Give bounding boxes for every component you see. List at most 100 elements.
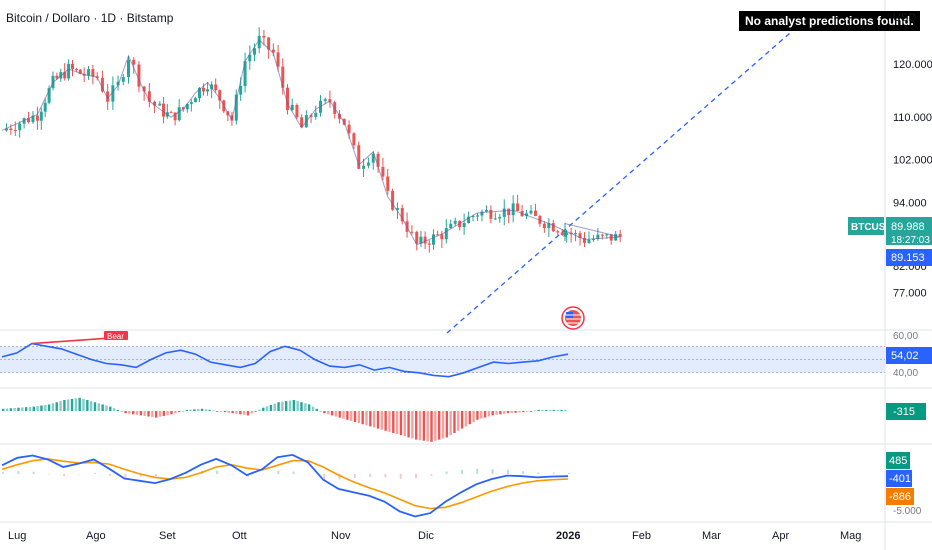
candle-body — [362, 165, 366, 169]
candle-body — [347, 124, 351, 134]
macd-hist-bar — [231, 473, 234, 475]
candle-body — [243, 61, 247, 86]
rsi-tag-bg — [886, 347, 932, 364]
histogram-bar — [219, 411, 223, 412]
histogram-bar — [216, 411, 219, 412]
macd-hist-bar — [506, 469, 509, 474]
histogram-bar — [499, 411, 502, 415]
bear-label-text: Bear — [107, 332, 124, 341]
histogram-bar — [319, 411, 322, 412]
price-tick-label: 102.000 — [893, 155, 932, 167]
histogram-bar — [200, 408, 204, 411]
histogram-bar — [63, 400, 66, 411]
candle-body — [127, 59, 130, 78]
histogram-bar — [139, 411, 143, 416]
macd-hist-bar — [170, 473, 173, 475]
macd-hist-bar — [277, 470, 280, 474]
time-tick-Set: Set — [159, 530, 176, 542]
macd-hist-bar — [323, 473, 326, 479]
histogram-bar — [59, 401, 62, 411]
chart-axes: 120.000110.000102.00094.00082.00077.0006… — [8, 59, 932, 542]
time-tick-Lug: Lug — [8, 530, 26, 542]
histogram-bar — [93, 402, 97, 411]
candle-body — [415, 231, 419, 244]
histogram-bar — [506, 411, 510, 414]
hist-tag-bg — [886, 403, 926, 420]
histogram-bar — [338, 411, 341, 418]
candle-body — [427, 243, 431, 245]
histogram-bar — [44, 404, 47, 411]
histogram-bar — [407, 411, 410, 438]
momentum-histogram-pane — [2, 397, 567, 442]
candle-body — [462, 223, 466, 228]
time-tick-2026: 2026 — [556, 530, 580, 542]
candle-body — [87, 69, 91, 76]
candle-body — [185, 103, 189, 110]
price-series-line — [1, 39, 621, 246]
histogram-bar — [357, 411, 361, 424]
histogram-bar — [28, 406, 32, 411]
histogram-bar — [55, 402, 58, 411]
candle-body — [476, 215, 479, 217]
candle-body — [605, 234, 609, 236]
candle-body — [395, 208, 399, 210]
candle-body — [47, 88, 51, 103]
histogram-bar — [502, 411, 506, 414]
candle-body — [314, 112, 318, 117]
candle-body — [556, 231, 560, 233]
candle-body — [498, 216, 502, 219]
candle-body — [507, 208, 511, 216]
histogram-bar — [376, 411, 380, 429]
candle-body — [618, 234, 622, 237]
candle-body — [467, 216, 471, 224]
candle-body — [276, 52, 280, 67]
histogram-bar — [285, 401, 288, 411]
trend-line[interactable] — [446, 32, 791, 334]
histogram-bar — [304, 403, 307, 411]
macd-hist-bar — [522, 471, 525, 474]
candle-body — [248, 54, 252, 62]
candle-body — [551, 223, 555, 232]
candle-body — [153, 101, 157, 106]
candle-body — [431, 234, 435, 245]
macd-hist-tag-text: 485 — [889, 455, 907, 467]
candle-body — [381, 166, 385, 177]
us-flag-event-icon[interactable] — [561, 306, 585, 330]
candle-body — [177, 107, 181, 121]
candle-body — [376, 153, 380, 167]
histogram-bar — [204, 409, 208, 411]
histogram-bar — [181, 411, 185, 412]
candle-body — [366, 162, 370, 166]
histogram-bar — [330, 411, 334, 416]
candle-body — [502, 208, 506, 217]
histogram-bar — [548, 409, 552, 411]
symbol-title: Bitcoin / Dollaro · 1D · Bitstamp — [6, 11, 174, 25]
candle-body — [436, 234, 440, 236]
price-tick-label: 120.000 — [893, 59, 932, 71]
macd-hist-bar — [78, 473, 81, 475]
candle-body — [529, 210, 533, 214]
candle-body — [547, 223, 551, 229]
histogram-bar — [51, 403, 55, 411]
candle-body — [444, 228, 448, 240]
macd-line — [1, 453, 569, 518]
candle-body — [74, 69, 78, 71]
analyst-note: No analyst predictions found. — [739, 11, 920, 31]
candle-body — [591, 238, 595, 240]
candle-body — [158, 103, 162, 106]
currency-label[interactable]: USD — [893, 12, 917, 24]
candle-body — [493, 218, 497, 220]
histogram-bar — [556, 409, 559, 411]
candle-body — [471, 216, 475, 218]
histogram-bar — [227, 411, 231, 413]
histogram-bar — [78, 397, 81, 411]
histogram-bar — [5, 408, 9, 411]
candle-body — [391, 190, 395, 210]
candle-body — [4, 128, 8, 131]
histogram-bar — [422, 411, 426, 441]
candle-body — [206, 89, 210, 92]
time-tick-Feb: Feb — [632, 530, 651, 542]
histogram-bar — [384, 411, 387, 431]
